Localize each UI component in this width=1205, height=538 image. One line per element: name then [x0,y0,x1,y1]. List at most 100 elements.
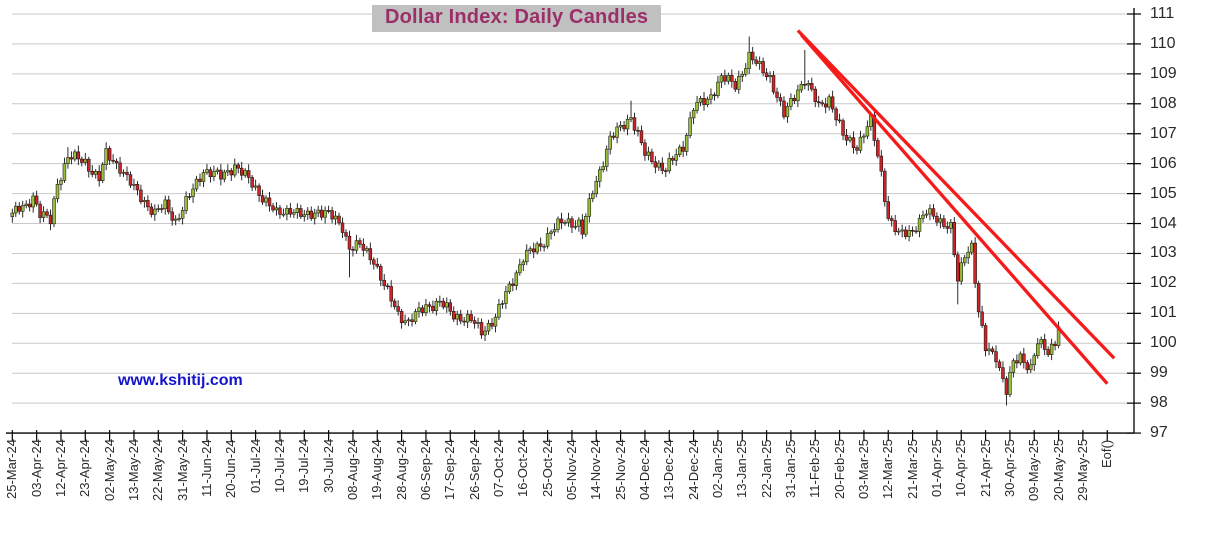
candle-body [723,75,727,82]
candle-body [962,257,967,264]
candle-body [316,209,320,214]
candle-body [1046,349,1050,355]
axes [6,8,1141,442]
candle-body [90,170,94,175]
candle-body [114,160,119,164]
x-axis-label: 19-Jul-24 [296,439,312,494]
x-axis-label: 02-Jan-25 [709,439,725,498]
candle-body [1032,355,1036,366]
candle-body [865,126,870,137]
x-axis-label: 01-Apr-25 [928,439,944,497]
candle-body [778,97,783,102]
candle-body [201,172,206,182]
candle-body [246,170,251,178]
candle-body [274,207,279,211]
candle-body [907,229,911,237]
y-axis-label: 110 [1150,34,1176,52]
candle-body [427,304,432,307]
downtrend-line[interactable] [796,29,1116,360]
candle-body [239,167,244,176]
candle-body [737,76,741,90]
y-axis-label: 101 [1150,304,1177,322]
candle-body [702,98,706,105]
candle-body [441,300,446,308]
candle-body [146,200,150,208]
candle-body [438,300,442,303]
candle-body [636,130,640,132]
x-axis-label: 30-Jul-24 [320,439,336,494]
x-axis-label: 31-Jan-25 [782,439,798,498]
candle-body [219,169,223,180]
candle-body [851,137,856,148]
candle-body [580,219,585,235]
candle-body [142,200,147,203]
candle-body [448,302,453,312]
candle-body [80,158,84,163]
y-axis-label: 99 [1150,364,1168,382]
candle-body [559,218,564,224]
candle-body [604,148,609,167]
downtrend-line[interactable] [800,33,1109,385]
candle-body [38,203,42,218]
candle-body [1025,362,1030,371]
candle-body [983,325,988,352]
x-axis-label: 13-Jan-25 [734,439,750,498]
candle-body [608,135,612,150]
candle-body [879,155,884,172]
candle-body [632,117,637,131]
candle-body [660,162,665,171]
candle-body [379,265,383,281]
candle-body [629,117,633,120]
candle-body [677,146,682,155]
candle-body [591,193,595,199]
candle-body [121,171,126,174]
x-axis-label: 10-Apr-25 [953,439,969,497]
candle-body [497,304,501,318]
y-axis-label: 105 [1150,184,1177,202]
candle-body [118,162,122,174]
candle-body [921,214,925,219]
candle-body [667,158,671,172]
candle-body [657,162,661,168]
candle-body [69,157,74,160]
candle-body [900,229,904,232]
candle-body [945,226,950,229]
candle-body [896,230,901,233]
candle-body [73,151,77,160]
candle-body [476,322,480,324]
candle-body [191,188,195,197]
candle-body [455,314,459,320]
x-axis-label: 11-Feb-25 [807,439,823,499]
candle-body [1001,367,1005,379]
candle-body [556,218,560,230]
candles [10,36,1061,406]
candle-body [761,61,765,74]
x-axis-label: 24-Dec-24 [685,439,701,500]
candle-body [462,320,466,323]
candle-body [132,184,136,186]
x-axis-label: 20-Jun-24 [223,439,239,498]
candle-body [931,208,936,217]
candle-body [688,117,692,136]
x-axis-label: 13-May-24 [125,439,141,502]
candle-body [34,195,39,205]
candle-body [292,212,296,215]
watermark-link[interactable]: www.kshitij.com [118,372,243,389]
candle-body [883,170,887,202]
candle-body [973,242,977,284]
candle-body [566,218,571,223]
candle-body [521,261,525,266]
candle-body [531,248,536,253]
x-axis-label: 16-Oct-24 [515,439,531,497]
candle-body [1035,343,1040,356]
candle-body [952,222,957,255]
candle-body [312,212,317,219]
candle-body [747,51,751,69]
candle-body [156,208,161,210]
candle-body [100,164,105,181]
candle-body [594,181,598,195]
candle-body [650,151,654,162]
candle-body [483,330,487,336]
